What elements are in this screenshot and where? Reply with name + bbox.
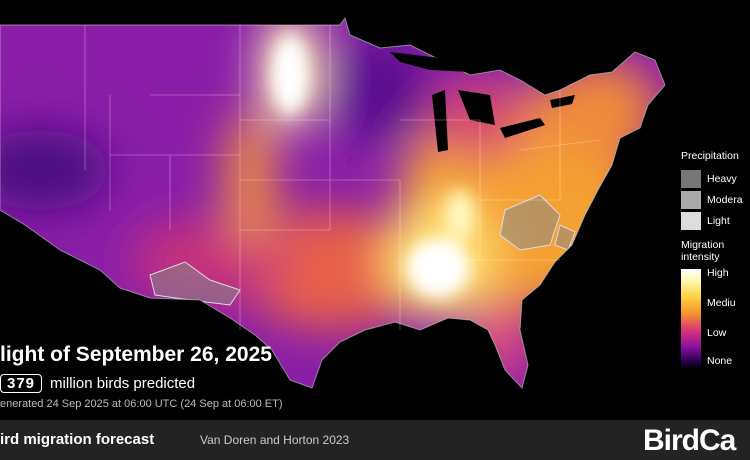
legend-row: Light xyxy=(681,210,750,231)
legend-label: Mediu xyxy=(707,297,736,309)
legend-label: High xyxy=(707,267,729,279)
legend-label: Low xyxy=(707,327,727,339)
migration-map xyxy=(0,16,666,389)
swatch xyxy=(681,211,701,230)
legend-label: Heavy xyxy=(707,172,737,185)
forecast-title: light of September 26, 2025 xyxy=(0,343,272,366)
count-caption: million birds predicted xyxy=(50,375,196,392)
legend-label: Modera xyxy=(707,193,743,206)
legend: Precipitation Heavy Modera Light Migrati… xyxy=(681,150,750,369)
legend-label: Light xyxy=(707,214,730,227)
migration-legend-title: intensity xyxy=(681,251,720,263)
great-lakes xyxy=(390,52,575,152)
legend-label: None xyxy=(707,355,733,367)
generated-note: enerated 24 Sep 2025 at 06:00 UTC (24 Se… xyxy=(0,398,283,410)
precip-legend-title: Precipitation xyxy=(681,150,739,162)
legend-row: Modera xyxy=(681,189,750,210)
intensity-bar xyxy=(681,269,701,369)
precipitation xyxy=(149,194,576,306)
swatch xyxy=(681,190,701,209)
swatch xyxy=(681,169,701,188)
citation: Van Doren and Horton 2023 xyxy=(200,433,350,447)
prediction: 379 million birds predicted xyxy=(0,374,195,393)
migration-legend-title: Migration xyxy=(681,239,725,251)
product-name: ird migration forecast xyxy=(0,431,155,448)
legend-row: Heavy xyxy=(681,168,750,189)
brand-logo[interactable]: BirdCa xyxy=(643,424,736,457)
intensity-scale: High Mediu Low None xyxy=(681,267,750,369)
bird-count: 379 xyxy=(0,374,43,393)
us-border xyxy=(0,16,666,389)
footer: ird migration forecast Van Doren and Hor… xyxy=(0,420,750,460)
state-borders xyxy=(84,25,601,330)
